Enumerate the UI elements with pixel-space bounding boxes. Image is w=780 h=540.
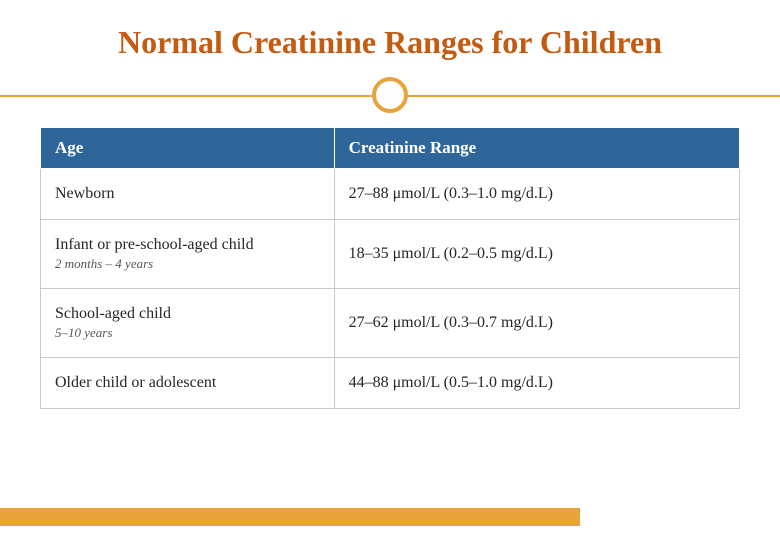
cell-range: 27–62 μmol/L (0.3–0.7 mg/d.L): [334, 289, 739, 358]
cell-age: Newborn: [41, 169, 335, 220]
divider-circle-icon: [372, 77, 408, 113]
table-row: Newborn 27–88 μmol/L (0.3–1.0 mg/d.L): [41, 169, 740, 220]
footer-accent-bar: [0, 508, 580, 526]
age-label: Infant or pre-school-aged child: [55, 236, 320, 254]
cell-range: 18–35 μmol/L (0.2–0.5 mg/d.L): [334, 220, 739, 289]
slide-title: Normal Creatinine Ranges for Children: [40, 24, 740, 61]
cell-age: Infant or pre-school-aged child 2 months …: [41, 220, 335, 289]
cell-range: 44–88 μmol/L (0.5–1.0 mg/d.L): [334, 358, 739, 409]
table-row: Older child or adolescent 44–88 μmol/L (0…: [41, 358, 740, 409]
table-header-row: Age Creatinine Range: [41, 128, 740, 169]
cell-age: School-aged child 5–10 years: [41, 289, 335, 358]
table-row: School-aged child 5–10 years 27–62 μmol/L …: [41, 289, 740, 358]
age-label: School-aged child: [55, 305, 320, 323]
table-row: Infant or pre-school-aged child 2 months …: [41, 220, 740, 289]
age-label: Older child or adolescent: [55, 374, 320, 392]
title-divider: [40, 75, 740, 115]
table-body: Newborn27–88 μmol/L (0.3–1.0 mg/d.L)Infa…: [41, 169, 740, 409]
col-header-range: Creatinine Range: [334, 128, 739, 169]
age-subtext: 2 months – 4 years: [55, 256, 320, 272]
col-header-age: Age: [41, 128, 335, 169]
cell-range: 27–88 μmol/L (0.3–1.0 mg/d.L): [334, 169, 739, 220]
cell-age: Older child or adolescent: [41, 358, 335, 409]
age-subtext: 5–10 years: [55, 325, 320, 341]
creatinine-table: Age Creatinine Range Newborn 27–88 μmol/L…: [40, 127, 740, 409]
slide: Normal Creatinine Ranges for Children Ag…: [0, 0, 780, 540]
age-label: Newborn: [55, 185, 320, 203]
